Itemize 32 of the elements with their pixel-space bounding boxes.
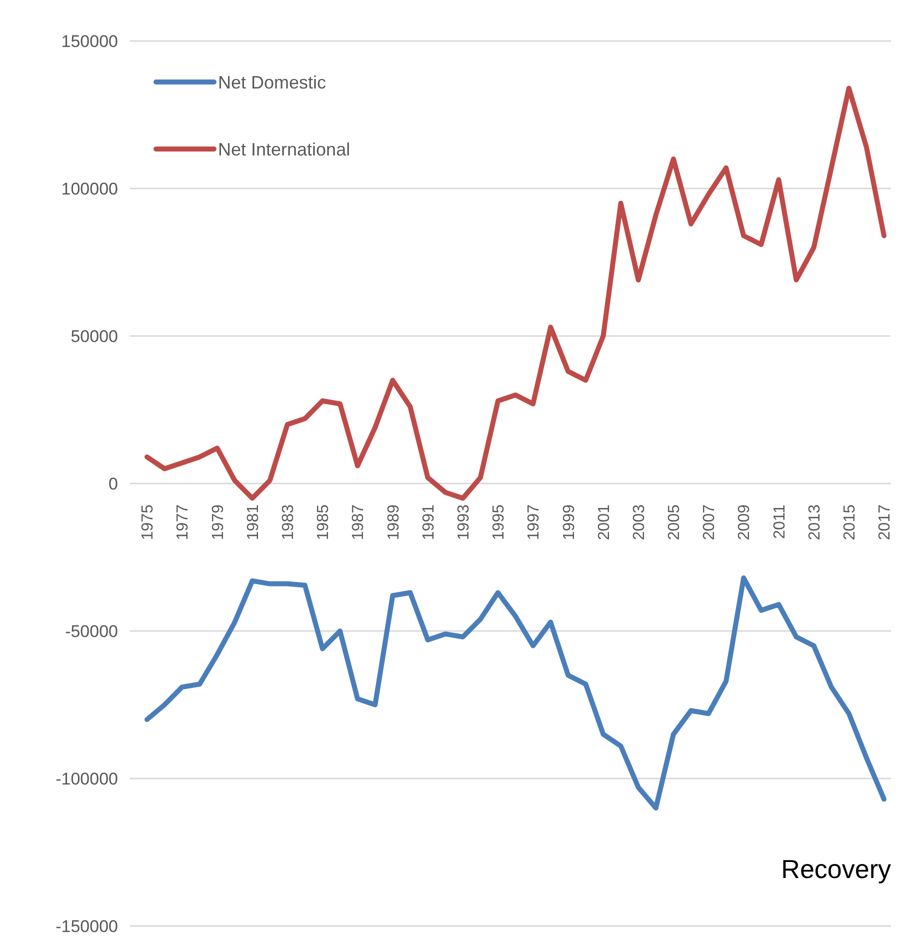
x-tick-label: 1997: [526, 504, 543, 540]
y-tick-label: -50000: [65, 622, 118, 641]
x-tick-label: 2015: [842, 504, 859, 540]
x-tick-label: 2003: [630, 504, 648, 540]
x-tick-label: 1977: [174, 504, 192, 540]
legend-label: Net International: [218, 139, 350, 160]
x-tick-label: 1991: [420, 504, 438, 540]
x-tick-label: 2005: [666, 504, 684, 540]
x-tick-label: 2009: [736, 504, 754, 540]
x-tick-label: 1999: [560, 504, 578, 540]
x-tick-label: 1981: [244, 504, 262, 540]
x-tick-label: 1987: [350, 504, 368, 540]
y-tick-label: 50000: [70, 326, 118, 346]
x-tick-label: 1983: [280, 504, 297, 540]
x-tick-label: 1985: [315, 504, 332, 540]
x-tick-label: 2007: [701, 504, 718, 540]
x-tick-label: 1989: [385, 504, 402, 540]
x-tick-label: 2001: [596, 504, 613, 540]
x-tick-label: 1979: [210, 504, 227, 540]
x-tick-label: 1975: [140, 504, 157, 540]
x-tick-label: 1993: [455, 504, 472, 540]
y-tick-label: 150000: [61, 32, 118, 51]
annotation: Recovery: [781, 854, 891, 884]
legend-label: Net Domestic: [218, 72, 326, 92]
y-tick-label: -150000: [56, 916, 118, 936]
x-tick-label: 2013: [806, 504, 824, 540]
y-tick-label: 100000: [61, 179, 118, 198]
x-tick-label: 2017: [876, 504, 894, 540]
y-tick-label: -100000: [56, 769, 118, 788]
y-tick-label: 0: [108, 474, 118, 494]
x-tick-label: 2011: [771, 504, 788, 539]
x-tick-label: 1995: [490, 504, 508, 540]
